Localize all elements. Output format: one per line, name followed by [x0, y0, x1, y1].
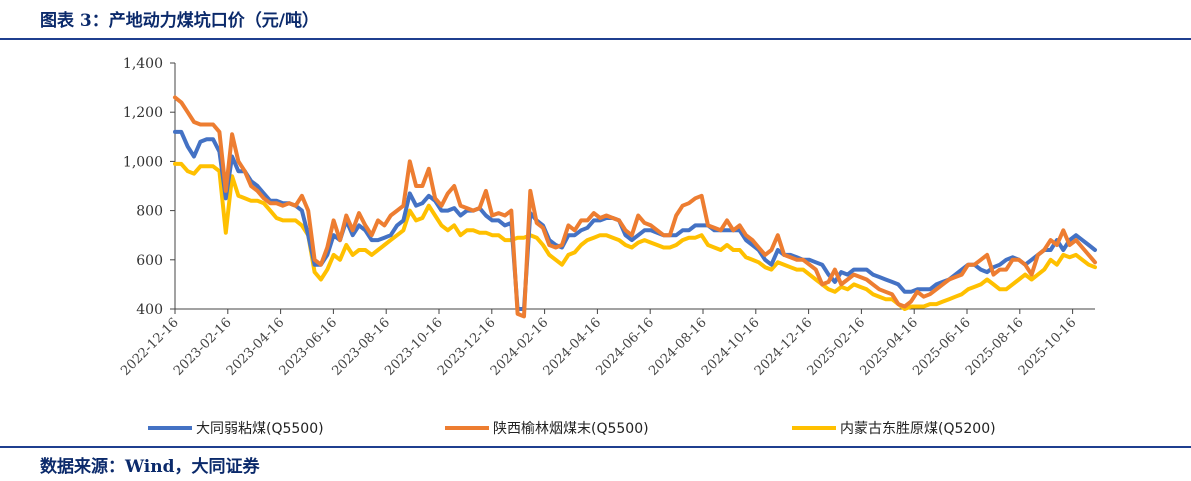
- legend: 大同弱粘煤(Q5500) 陕西榆林烟煤末(Q5500) 内蒙古东胜原煤(Q5200): [148, 421, 996, 437]
- y-tick-label: 1,200: [123, 105, 163, 121]
- x-axis: 2022-12-162023-02-162023-04-162023-06-16…: [118, 308, 1095, 379]
- y-axis: 400 600 800 1,000 1,200 1,400: [123, 56, 176, 318]
- data-source: 数据来源：Wind，大同证券: [40, 457, 260, 477]
- series-line-1: [173, 95, 1097, 319]
- bottom-divider: [0, 446, 1191, 448]
- y-tick-label: 600: [136, 253, 163, 269]
- legend-label: 陕西榆林烟煤末(Q5500): [493, 421, 649, 437]
- y-tick-label: 1,400: [123, 56, 163, 72]
- legend-label: 内蒙古东胜原煤(Q5200): [840, 421, 996, 437]
- y-tick-label: 800: [136, 204, 163, 220]
- series-line-0: [173, 129, 1097, 311]
- chart-title: 图表 3：产地动力煤坑口价（元/吨）: [40, 11, 319, 31]
- y-tick-label: 1,000: [123, 154, 163, 170]
- y-tick-label: 400: [136, 302, 163, 318]
- legend-label: 大同弱粘煤(Q5500): [196, 421, 324, 437]
- series-lines: [173, 95, 1097, 319]
- series-line-2: [173, 161, 1097, 311]
- top-divider: [0, 38, 1191, 40]
